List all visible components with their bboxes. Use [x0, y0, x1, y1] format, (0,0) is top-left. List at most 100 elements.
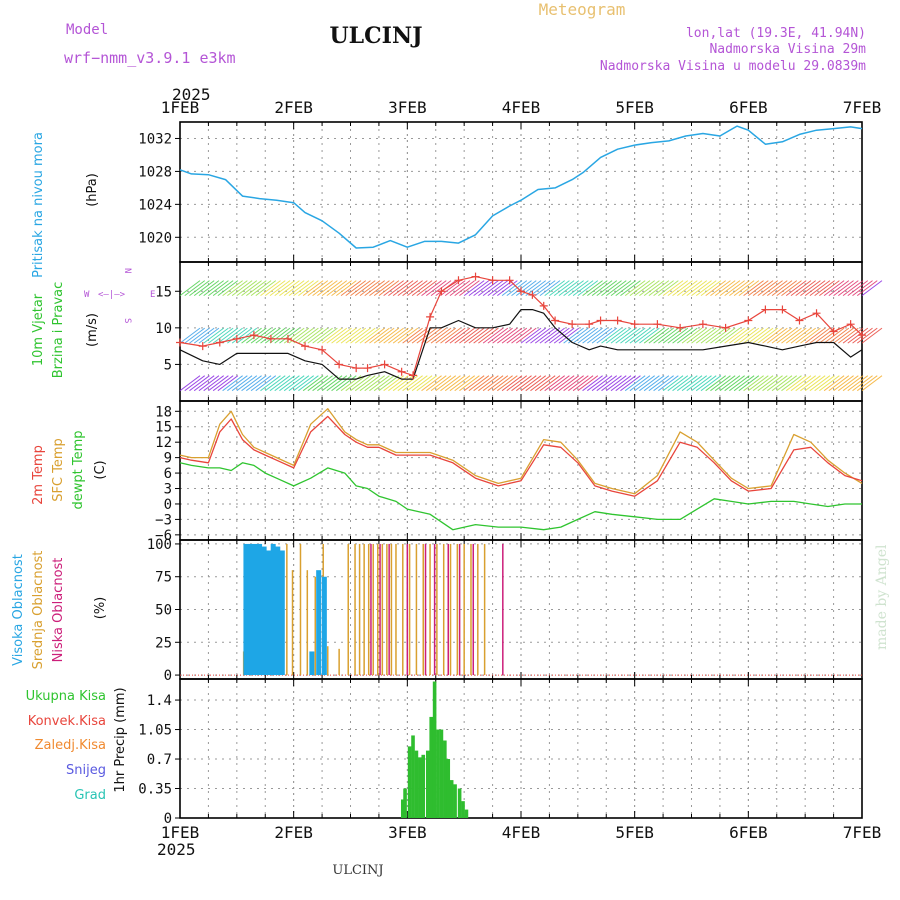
- y-tick-label: 100: [147, 537, 172, 553]
- wind-gust-marker: [596, 316, 605, 325]
- wind-barb: [184, 280, 206, 297]
- wind-barb: [492, 327, 513, 344]
- cloud-bar-mid: [327, 646, 329, 676]
- wind-barb: [501, 327, 523, 344]
- wind-barb: [691, 375, 712, 392]
- wind-barb: [572, 375, 594, 392]
- wind-barb: [828, 280, 850, 297]
- cloud-bar-mid: [483, 543, 486, 676]
- wind-gust-marker: [426, 312, 435, 321]
- x-day-label-bottom: 5FEB: [615, 823, 654, 842]
- wind-barb: [544, 327, 565, 344]
- wind-barb: [568, 327, 589, 344]
- precip-bar: [414, 750, 419, 818]
- wind-barb: [402, 327, 423, 344]
- pressure-axis-title: Pritisak na nivou mora: [31, 132, 46, 278]
- wind-barb: [724, 280, 745, 297]
- y-tick-label: 18: [155, 404, 172, 420]
- wind-gust-marker: [505, 276, 514, 285]
- y-tick-label: 6: [164, 466, 172, 482]
- wind-gust-line: [179, 276, 863, 376]
- legend-snow: Snijeg: [66, 763, 106, 778]
- wind-barb: [497, 327, 518, 344]
- wind-barb: [672, 375, 693, 392]
- wind-barb: [639, 327, 660, 344]
- precip-bar: [449, 780, 454, 818]
- wind-barb: [705, 375, 727, 392]
- wind-barb: [473, 280, 494, 297]
- x-day-label-bottom: 6FEB: [729, 823, 768, 842]
- wind-barb: [407, 375, 428, 392]
- wind-barb: [748, 375, 769, 392]
- wind-barb: [700, 375, 722, 392]
- wind-barb: [534, 327, 556, 344]
- wind-barb: [762, 375, 783, 392]
- wind-barb: [383, 327, 404, 344]
- wind-barb: [392, 327, 414, 344]
- legend-freezing-rain: Zaledj.Kisa: [35, 738, 106, 753]
- wind-barb: [317, 375, 338, 392]
- x-day-label-top: 6FEB: [729, 98, 768, 117]
- wind-barb: [260, 375, 281, 392]
- wind-barb: [184, 375, 206, 392]
- wind-barb: [312, 280, 333, 297]
- wind-barb: [435, 327, 457, 344]
- wind-barb: [217, 327, 239, 344]
- cloud-bar-high: [266, 550, 272, 676]
- wind-barb: [388, 375, 409, 392]
- wind-gust-marker: [539, 301, 548, 310]
- wind-barb: [425, 327, 447, 344]
- cloud-bar-mid: [367, 543, 370, 676]
- wind-barb: [411, 280, 433, 297]
- cloud-bar-mid: [347, 543, 349, 676]
- panel-precipitation: 0 0.35 0.7 1.05 1.4: [138, 678, 863, 827]
- wind-barb: [302, 375, 324, 392]
- wind-barb: [800, 327, 821, 344]
- cloud-bar-high: [243, 543, 249, 676]
- wind-barb: [658, 327, 679, 344]
- wind-barb: [568, 280, 589, 297]
- wind-barb: [691, 327, 712, 344]
- wind-barb: [264, 327, 286, 344]
- cloud-bar-mid: [449, 543, 452, 676]
- wind-barb: [615, 280, 637, 297]
- wind-barb: [752, 327, 774, 344]
- wind-barb: [260, 280, 281, 297]
- wind-barb: [525, 375, 547, 392]
- wind-barb: [269, 327, 291, 344]
- y-tick-label: −6: [155, 528, 172, 544]
- wind-barb: [729, 327, 750, 344]
- wind-barb: [587, 280, 608, 297]
- wind-barb: [497, 375, 518, 392]
- wind-barb: [653, 375, 674, 392]
- wind-barb: [856, 280, 878, 297]
- compass-e: E: [150, 290, 155, 300]
- wind-barb: [710, 327, 731, 344]
- wind-barb: [298, 327, 319, 344]
- wind-barb: [563, 327, 584, 344]
- low-cloud-axis-title: Niska Oblacnost: [51, 558, 66, 663]
- wind-barb: [326, 280, 348, 297]
- wind-barb: [274, 375, 296, 392]
- wind-barb: [710, 280, 731, 297]
- wind-gust-marker: [653, 320, 662, 329]
- wind-barb: [425, 280, 447, 297]
- wind-barb: [804, 375, 826, 392]
- wind-barb: [795, 280, 816, 297]
- wind-barb: [440, 375, 461, 392]
- wind-barb: [819, 280, 840, 297]
- wind-axis-title-2: Brzina i Pravac: [51, 282, 66, 379]
- wind-barb: [203, 280, 224, 297]
- wind-barb: [449, 375, 471, 392]
- x-axis-bottom: 1FEB 2FEB 3FEB 4FEB 5FEB 6FEB 7FEB: [161, 823, 882, 842]
- wind-barb: [511, 375, 532, 392]
- wind-barb: [302, 280, 324, 297]
- wind-barb: [776, 375, 798, 392]
- cloud-bar-low: [458, 543, 461, 676]
- wind-barb: [369, 280, 390, 297]
- wind-barb: [539, 375, 561, 392]
- wind-barb: [629, 327, 651, 344]
- wind-barb: [501, 280, 523, 297]
- wind-barb: [724, 375, 745, 392]
- x-day-label-bottom: 7FEB: [843, 823, 882, 842]
